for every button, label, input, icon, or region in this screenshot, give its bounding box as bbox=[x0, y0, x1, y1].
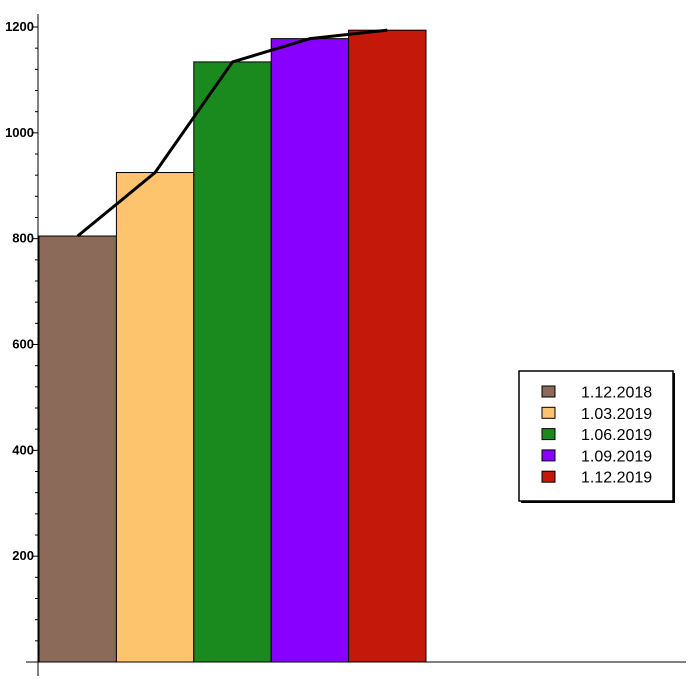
y-tick-label: 600 bbox=[12, 337, 34, 352]
legend-swatch-1.12.2019 bbox=[541, 470, 556, 483]
bar-1.12.2018 bbox=[38, 235, 117, 663]
legend: 1.12.2018 1.03.2019 1.06.2019 1.09.2019 1.12… bbox=[518, 370, 675, 503]
bar-1.12.2019 bbox=[348, 29, 427, 663]
y-tick-label: 200 bbox=[12, 548, 34, 563]
legend-label-1.12.2019: 1.12.2019 bbox=[581, 470, 652, 487]
legend-swatch-1.12.2018 bbox=[541, 385, 556, 398]
bar-1.06.2019 bbox=[193, 61, 272, 663]
bar-1.03.2019 bbox=[115, 172, 195, 663]
bars-group bbox=[38, 29, 427, 663]
axes-group: 200 400 600 800 1000 1200 bbox=[5, 14, 686, 676]
legend-swatch-1.06.2019 bbox=[541, 428, 556, 441]
trend-line bbox=[76, 28, 388, 238]
legend-label-1.09.2019: 1.09.2019 bbox=[581, 448, 652, 465]
legend-swatch-1.03.2019 bbox=[541, 406, 556, 419]
legend-label-1.06.2019: 1.06.2019 bbox=[581, 427, 652, 444]
y-tick-label: 1200 bbox=[5, 19, 34, 34]
legend-swatch-1.09.2019 bbox=[541, 449, 556, 462]
trend-line-group bbox=[76, 28, 388, 238]
legend-label-1.12.2018: 1.12.2018 bbox=[581, 385, 652, 402]
legend-label-1.03.2019: 1.03.2019 bbox=[581, 406, 652, 423]
y-tick-label: 800 bbox=[12, 231, 34, 246]
y-tick-label: 400 bbox=[12, 442, 34, 457]
y-tick-label: 1000 bbox=[5, 125, 34, 140]
bar-1.09.2019 bbox=[270, 38, 350, 663]
